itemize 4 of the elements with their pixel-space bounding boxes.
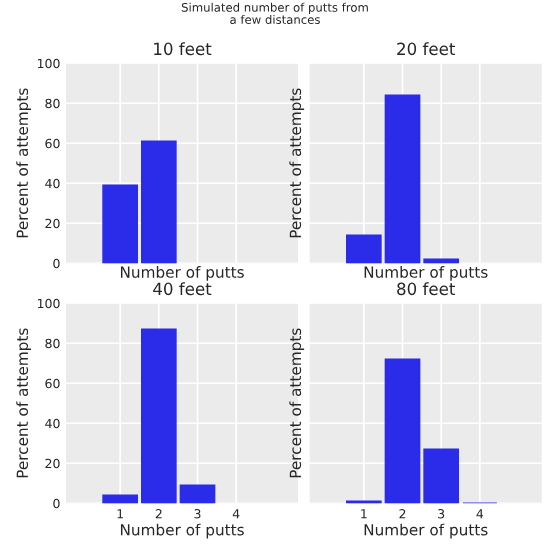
chart-title: 80 feet (397, 282, 456, 296)
chart-title: 40 feet (153, 282, 212, 296)
chart-title: 10 feet (154, 42, 212, 56)
chart-title: 20 feet (397, 42, 456, 56)
